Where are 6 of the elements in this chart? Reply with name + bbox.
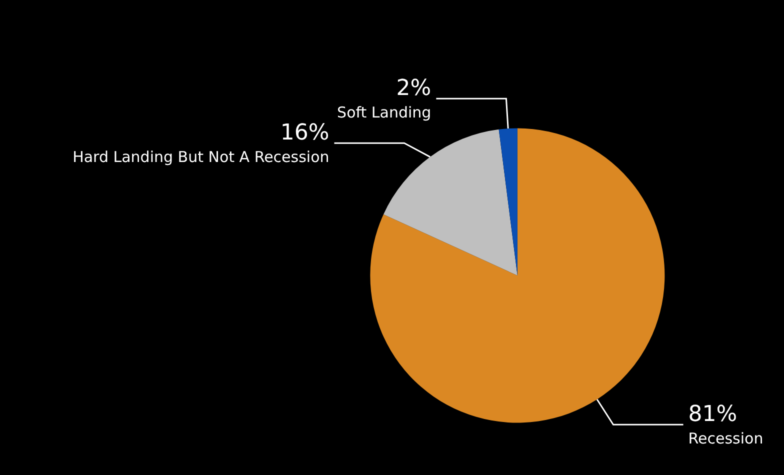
data-label: 2% <box>396 76 432 102</box>
slice-label: Soft Landing <box>337 104 432 122</box>
data-label: 81% <box>688 402 738 428</box>
slice-label: Hard Landing But Not A Recession <box>72 148 330 166</box>
slice-label: Recession <box>688 430 764 448</box>
data-label: 16% <box>280 120 330 146</box>
